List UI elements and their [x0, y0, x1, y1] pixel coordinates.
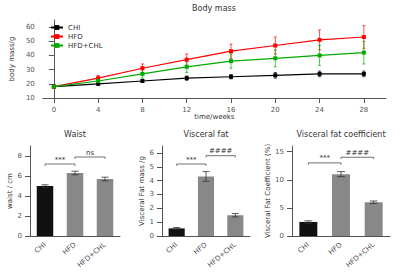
svg-text:6: 6 [150, 149, 155, 157]
svg-text:HFD+CHL: HFD+CHL [206, 241, 238, 269]
svg-text:HFD+CHL: HFD+CHL [76, 241, 108, 269]
svg-text:***: *** [319, 154, 330, 162]
svg-text:5: 5 [150, 163, 154, 171]
svg-text:8: 8 [140, 106, 144, 114]
svg-text:CHI: CHI [68, 24, 80, 32]
svg-text:4: 4 [18, 192, 23, 200]
svg-text:CHI: CHI [296, 241, 311, 255]
svg-text:CHI: CHI [165, 241, 180, 255]
svg-text:####: #### [209, 147, 233, 155]
svg-text:4: 4 [96, 106, 101, 114]
svg-text:10: 10 [26, 94, 35, 102]
svg-text:0: 0 [280, 232, 284, 240]
svg-text:4: 4 [150, 177, 155, 185]
svg-text:1: 1 [150, 218, 154, 226]
svg-text:0: 0 [150, 232, 154, 240]
svg-text:waist / cm: waist / cm [6, 173, 14, 209]
svg-text:HFD: HFD [192, 241, 208, 257]
svg-text:28: 28 [359, 106, 368, 114]
svg-text:HFD: HFD [327, 241, 343, 257]
svg-text:50: 50 [26, 37, 35, 45]
svg-text:***: *** [186, 156, 197, 164]
svg-text:12: 12 [182, 106, 191, 114]
svg-text:16: 16 [227, 106, 236, 114]
svg-text:10: 10 [275, 176, 284, 184]
svg-text:HFD: HFD [68, 33, 83, 41]
svg-text:Visceral Fat mass /g: Visceral Fat mass /g [138, 156, 146, 226]
svg-text:20: 20 [26, 80, 35, 88]
svg-text:Visceral fat coefficient: Visceral fat coefficient [296, 130, 385, 139]
svg-text:Waist: Waist [64, 130, 86, 139]
svg-text:HFD: HFD [61, 241, 77, 257]
svg-text:HFD+CHL: HFD+CHL [68, 42, 103, 50]
svg-text:3: 3 [150, 190, 154, 198]
svg-text:body mass/g: body mass/g [8, 37, 16, 82]
svg-text:CHI: CHI [33, 241, 48, 255]
svg-text:20: 20 [271, 106, 280, 114]
svg-text:8: 8 [18, 152, 22, 160]
svg-text:0: 0 [18, 232, 22, 240]
svg-text:Visceral Fat Coefficient (%): Visceral Fat Coefficient (%) [264, 144, 272, 238]
svg-text:40: 40 [26, 51, 35, 59]
svg-text:ns: ns [86, 149, 94, 157]
svg-text:time/weeks: time/weeks [194, 113, 235, 121]
svg-text:Body mass: Body mass [192, 4, 236, 13]
svg-text:6: 6 [18, 172, 23, 180]
svg-text:30: 30 [26, 66, 35, 74]
svg-text:2: 2 [18, 212, 22, 220]
svg-text:24: 24 [315, 106, 324, 114]
svg-text:60: 60 [26, 23, 35, 31]
svg-text:0: 0 [52, 106, 56, 114]
svg-text:***: *** [55, 156, 66, 164]
svg-text:####: #### [346, 149, 370, 157]
svg-text:2: 2 [150, 204, 154, 212]
svg-text:15: 15 [275, 148, 284, 156]
svg-text:Visceral fat: Visceral fat [184, 130, 229, 139]
svg-text:5: 5 [280, 204, 284, 212]
svg-text:HFD+CHL: HFD+CHL [345, 241, 377, 269]
